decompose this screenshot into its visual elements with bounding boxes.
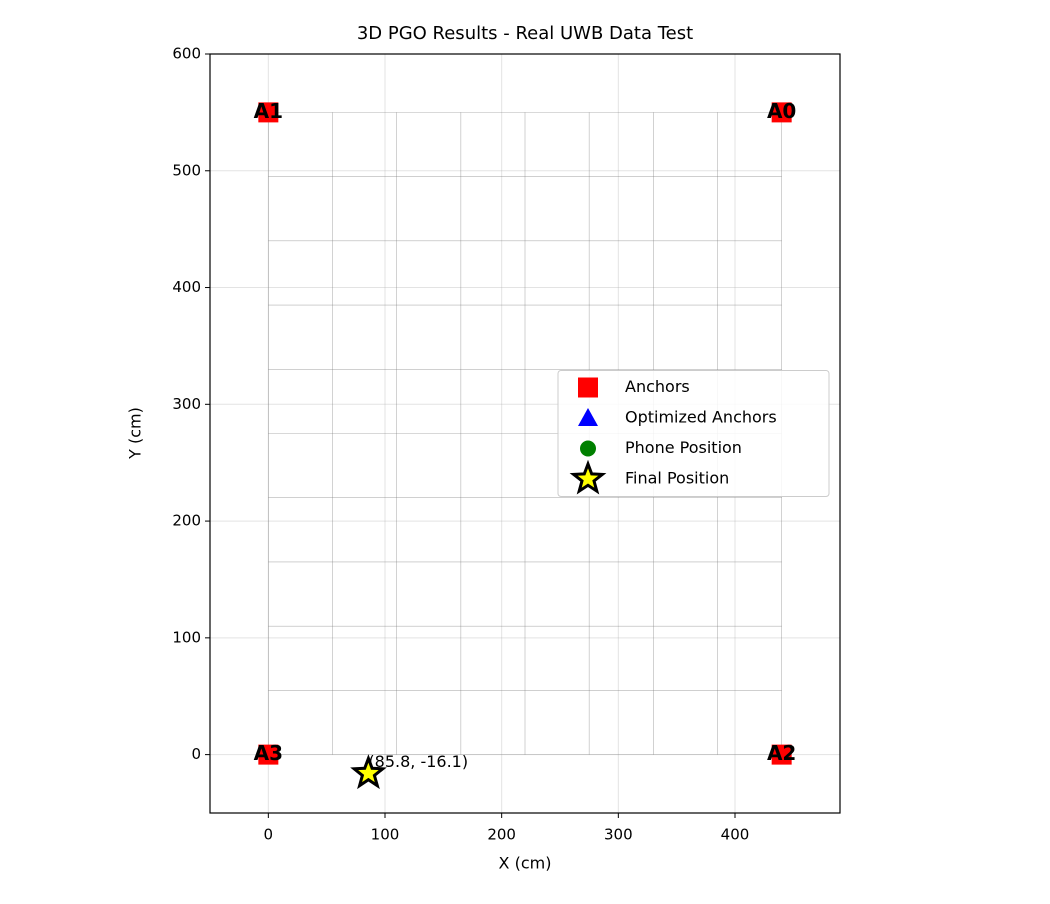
legend-label: Optimized Anchors xyxy=(625,408,777,427)
point-label: A2 xyxy=(767,741,796,765)
x-tick-label: 200 xyxy=(487,826,516,844)
marker-square xyxy=(771,744,792,765)
legend-label: Final Position xyxy=(625,469,729,488)
legend-label: Anchors xyxy=(625,377,690,396)
y-tick-label: 300 xyxy=(172,395,201,413)
marker-star xyxy=(569,459,607,495)
y-tick-label: 500 xyxy=(172,161,201,179)
legend-box xyxy=(557,370,830,497)
legend: Anchors Optimized Anchors Phone Position Fi… xyxy=(557,370,830,497)
y-tick-label: 100 xyxy=(172,628,201,646)
marker-square xyxy=(258,744,279,765)
x-tick-label: 400 xyxy=(721,826,750,844)
axes-frame xyxy=(209,53,841,814)
x-axis-label: X (cm) xyxy=(499,854,552,873)
marker-star xyxy=(350,754,387,790)
marker-square xyxy=(578,377,598,398)
y-tick-label: 0 xyxy=(191,745,201,763)
point-label: A1 xyxy=(254,99,283,123)
y-tick-label: 600 xyxy=(172,45,201,63)
x-tick-label: 300 xyxy=(604,826,633,844)
marker-square xyxy=(258,102,279,123)
x-tick-label: 100 xyxy=(371,826,400,844)
marker-triangle xyxy=(578,408,598,426)
point-label: A0 xyxy=(767,99,796,123)
y-tick-label: 400 xyxy=(172,278,201,296)
x-tick-label: 0 xyxy=(264,826,274,844)
marker-square xyxy=(771,102,792,123)
y-axis-label: Y (cm) xyxy=(126,407,145,460)
chart-title: 3D PGO Results - Real UWB Data Test xyxy=(357,23,693,44)
y-tick-label: 200 xyxy=(172,512,201,530)
legend-label: Phone Position xyxy=(625,438,742,457)
value-label: (85.8, -16.1) xyxy=(368,752,468,771)
marker-circle xyxy=(580,440,596,457)
point-label: A3 xyxy=(254,741,283,765)
